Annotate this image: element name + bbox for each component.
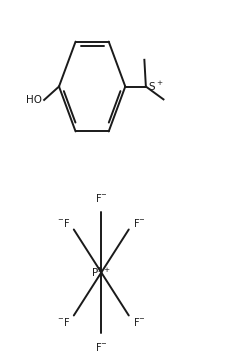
- Text: $\mathregular{P^{5+}}$: $\mathregular{P^{5+}}$: [91, 266, 111, 279]
- Text: F$^{-}$: F$^{-}$: [132, 217, 145, 229]
- Text: $\mathregular{S^+}$: $\mathregular{S^+}$: [147, 80, 162, 93]
- Text: $^{-}$F: $^{-}$F: [56, 316, 69, 328]
- Text: F$^{-}$: F$^{-}$: [95, 192, 107, 204]
- Text: HO: HO: [26, 95, 42, 105]
- Text: F$^{-}$: F$^{-}$: [95, 341, 107, 353]
- Text: F$^{-}$: F$^{-}$: [132, 316, 145, 328]
- Text: $^{-}$F: $^{-}$F: [56, 217, 69, 229]
